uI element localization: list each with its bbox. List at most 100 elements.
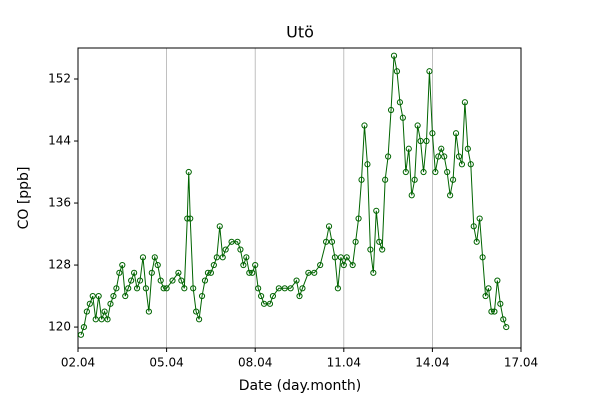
data-point (260, 300, 268, 307)
y-axis-label: CO [ppb] (16, 167, 32, 230)
data-point (195, 316, 203, 323)
data-point (293, 277, 300, 284)
data-point (207, 269, 214, 276)
data-point (367, 246, 374, 253)
data-point (178, 277, 185, 284)
data-point (328, 238, 336, 245)
data-point (119, 261, 126, 269)
data-point (358, 176, 365, 183)
data-point (364, 161, 371, 168)
data-point (198, 292, 206, 300)
data-point (145, 308, 152, 315)
data-point (190, 285, 197, 292)
data-point (396, 99, 404, 106)
data-point (243, 254, 250, 261)
data-point (185, 168, 192, 176)
data-point (128, 277, 135, 284)
data-point (249, 269, 256, 276)
data-point (376, 238, 383, 245)
data-point (447, 192, 454, 199)
data-point (77, 331, 85, 338)
data-point (169, 277, 176, 284)
data-point (98, 316, 105, 323)
data-point (136, 277, 144, 284)
data-point (311, 269, 318, 276)
data-point (101, 308, 108, 315)
data-point (305, 269, 312, 276)
data-point (393, 68, 401, 75)
data-point (331, 254, 339, 261)
data-point (131, 269, 138, 276)
data-point (219, 254, 226, 261)
data-point (402, 168, 409, 176)
data-point (228, 238, 235, 245)
data-point (411, 176, 418, 183)
data-point (355, 215, 362, 222)
data-point (390, 52, 398, 59)
data-point (80, 323, 88, 331)
data-point (370, 269, 377, 276)
data-point (269, 292, 277, 300)
data-point (234, 238, 241, 245)
data-point (340, 261, 347, 269)
data-point (491, 308, 498, 315)
data-point (240, 261, 247, 269)
data-point (464, 145, 471, 152)
y-tick-label: 120 (48, 320, 71, 334)
data-point (193, 308, 200, 315)
data-point (438, 145, 445, 152)
data-point (181, 285, 188, 292)
data-point (83, 308, 90, 315)
data-point (187, 215, 194, 222)
data-line (80, 55, 507, 336)
data-point (142, 285, 150, 292)
data-point (387, 106, 395, 114)
data-point (432, 168, 439, 176)
data-point (216, 223, 223, 230)
data-point (210, 261, 217, 269)
data-point (485, 285, 492, 292)
data-point (426, 68, 433, 75)
data-point (151, 254, 158, 261)
data-point (470, 223, 477, 230)
data-point (125, 285, 132, 292)
data-point (385, 153, 392, 160)
data-point (399, 114, 406, 121)
data-point (414, 122, 421, 129)
x-tick-label: 17.04 (504, 356, 538, 370)
data-point (461, 99, 468, 106)
data-point (222, 246, 229, 253)
data-point (352, 238, 359, 245)
data-point (281, 285, 288, 292)
data-point (201, 277, 209, 284)
data-point (296, 292, 303, 300)
data-point (175, 269, 182, 276)
data-point (322, 238, 330, 245)
data-point (213, 254, 220, 261)
data-point (92, 316, 99, 323)
x-tick-label: 02.04 (61, 356, 95, 370)
data-point (204, 269, 212, 276)
y-tick-label: 144 (48, 134, 71, 148)
data-point (86, 300, 93, 307)
data-point (317, 261, 324, 269)
data-point (122, 292, 129, 300)
data-point (184, 215, 191, 222)
data-point (266, 300, 274, 307)
plot-frame (77, 47, 522, 349)
data-point (113, 285, 120, 292)
data-point (343, 254, 350, 261)
data-point (423, 137, 430, 145)
data-point (473, 238, 480, 245)
data-point (435, 153, 442, 160)
data-point (476, 215, 483, 222)
data-point (500, 316, 507, 323)
data-point (89, 292, 96, 300)
chart-title: Utö (286, 23, 314, 42)
data-point (157, 277, 164, 284)
data-point (452, 130, 460, 137)
x-tick-label: 14.04 (415, 356, 449, 370)
data-point (104, 316, 111, 323)
